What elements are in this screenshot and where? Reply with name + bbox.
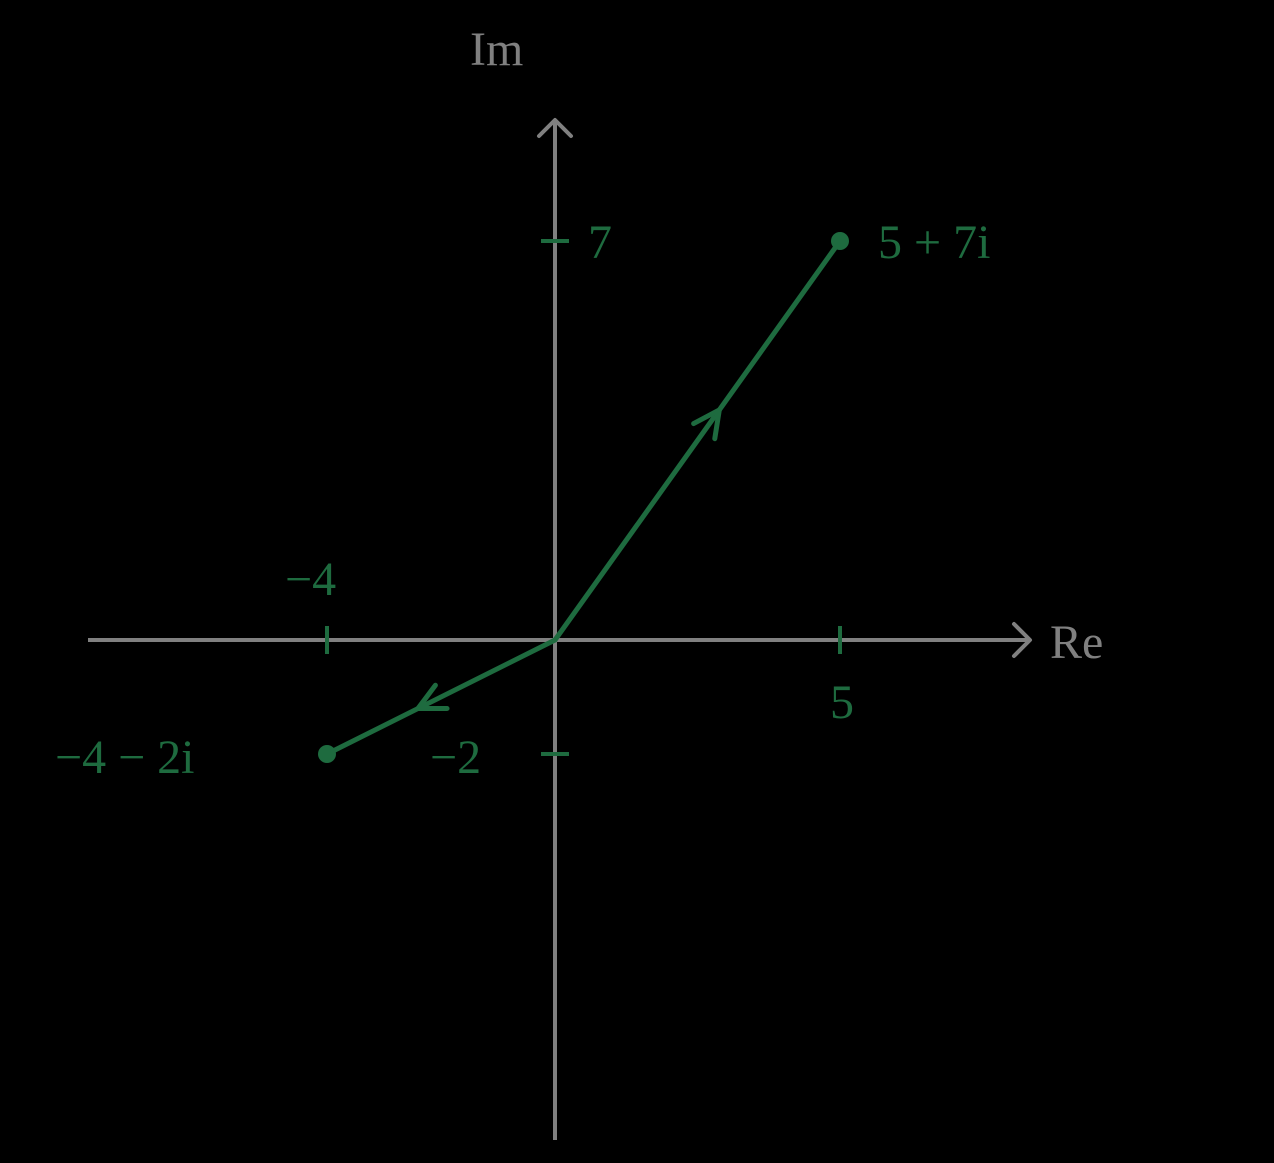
x-tick-label: 5 (830, 676, 854, 729)
re-axis-label: Re (1050, 616, 1103, 669)
y-tick-label: 7 (588, 216, 612, 269)
complex-point (831, 232, 849, 250)
im-axis-label: Im (470, 23, 523, 76)
complex-plane-chart: Im Re −4 5 7 −2 5 + 7i −4 − 2i (0, 0, 1274, 1163)
point-label: −4 − 2i (55, 731, 194, 784)
chart-bg (0, 0, 1274, 1163)
point-label: 5 + 7i (878, 216, 990, 269)
complex-point (318, 745, 336, 763)
x-tick-label: −4 (285, 553, 336, 606)
y-tick-label: −2 (430, 731, 481, 784)
